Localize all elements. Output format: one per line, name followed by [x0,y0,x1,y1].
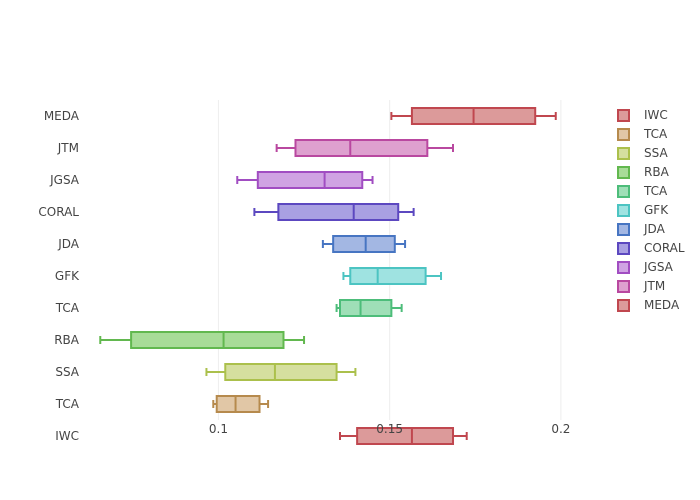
legend-item-ssa[interactable]: SSA [617,146,668,160]
iqr-box [339,299,393,317]
legend-item-coral[interactable]: CORAL [617,241,685,255]
legend-item-iwc[interactable]: IWC [617,108,668,122]
box-iwc[interactable] [339,427,468,445]
y-tick-label: TCA [55,397,80,411]
iqr-box [332,235,396,253]
y-tick-label: CORAL [38,205,79,219]
legend-item-rba[interactable]: RBA [617,165,670,179]
iqr-box [356,427,455,445]
box-ssa[interactable] [205,363,357,381]
legend-swatch [617,299,630,312]
legend-swatch [617,109,630,122]
legend-label: IWC [644,108,668,122]
y-tick-label: GFK [55,269,80,283]
legend-swatch [617,261,630,274]
box-jda[interactable] [321,235,407,253]
x-tick-labels: 0.1 0.15 0.2 [209,422,571,436]
iqr-box [130,331,285,349]
y-tick-label: MEDA [44,109,80,123]
legend-item-tca[interactable]: TCA [617,184,668,198]
y-tick-label: SSA [55,365,79,379]
box-layer [99,107,557,445]
iqr-box [256,171,364,189]
legend-label: GFK [644,203,669,217]
box-jtm[interactable] [275,139,455,157]
y-tick-label: JDA [57,237,80,251]
legend-item-gfk[interactable]: GFK [617,203,669,217]
y-tick-label: IWC [55,429,79,443]
box-gfk[interactable] [342,267,443,285]
iqr-box [224,363,338,381]
legend-label: SSA [644,146,668,160]
legend[interactable]: IWC TCA SSA RBA TCA GFK JDA CORAL JGSA JTM MEDA [617,108,685,312]
legend-label: JTM [643,279,665,293]
box-jgsa[interactable] [236,171,374,189]
y-tick-labels: IWC TCA SSA RBA TCA GFK JDA CORAL JGSA JTM MEDA [38,109,80,443]
legend-swatch [617,147,630,160]
box-tca[interactable] [335,299,403,317]
legend-item-meda[interactable]: MEDA [617,298,680,312]
box-meda[interactable] [390,107,557,125]
legend-swatch [617,128,630,141]
legend-item-tca[interactable]: TCA [617,127,668,141]
legend-label: JDA [643,222,666,236]
legend-swatch [617,185,630,198]
legend-swatch [617,242,630,255]
legend-label: TCA [643,127,668,141]
legend-item-jgsa[interactable]: JGSA [617,260,674,274]
iqr-box [277,203,400,221]
legend-label: MEDA [644,298,680,312]
legend-swatch [617,280,630,293]
iqr-box [215,395,261,413]
iqr-box [349,267,427,285]
x-tick-label: 0.15 [376,422,403,436]
box-coral[interactable] [253,203,415,221]
legend-item-jda[interactable]: JDA [617,222,666,236]
legend-label: RBA [644,165,670,179]
legend-swatch [617,166,630,179]
box-tca[interactable] [212,395,270,413]
box-rba[interactable] [99,331,306,349]
legend-label: JGSA [643,260,674,274]
legend-swatch [617,223,630,236]
legend-label: CORAL [644,241,685,255]
legend-label: TCA [643,184,668,198]
iqr-box [294,139,429,157]
x-tick-label: 0.1 [209,422,228,436]
y-tick-label: RBA [54,333,80,347]
legend-swatch [617,204,630,217]
y-tick-label: TCA [55,301,80,315]
legend-item-jtm[interactable]: JTM [617,279,665,293]
y-tick-label: JGSA [49,173,80,187]
y-tick-label: JTM [57,141,79,155]
x-tick-label: 0.2 [551,422,570,436]
